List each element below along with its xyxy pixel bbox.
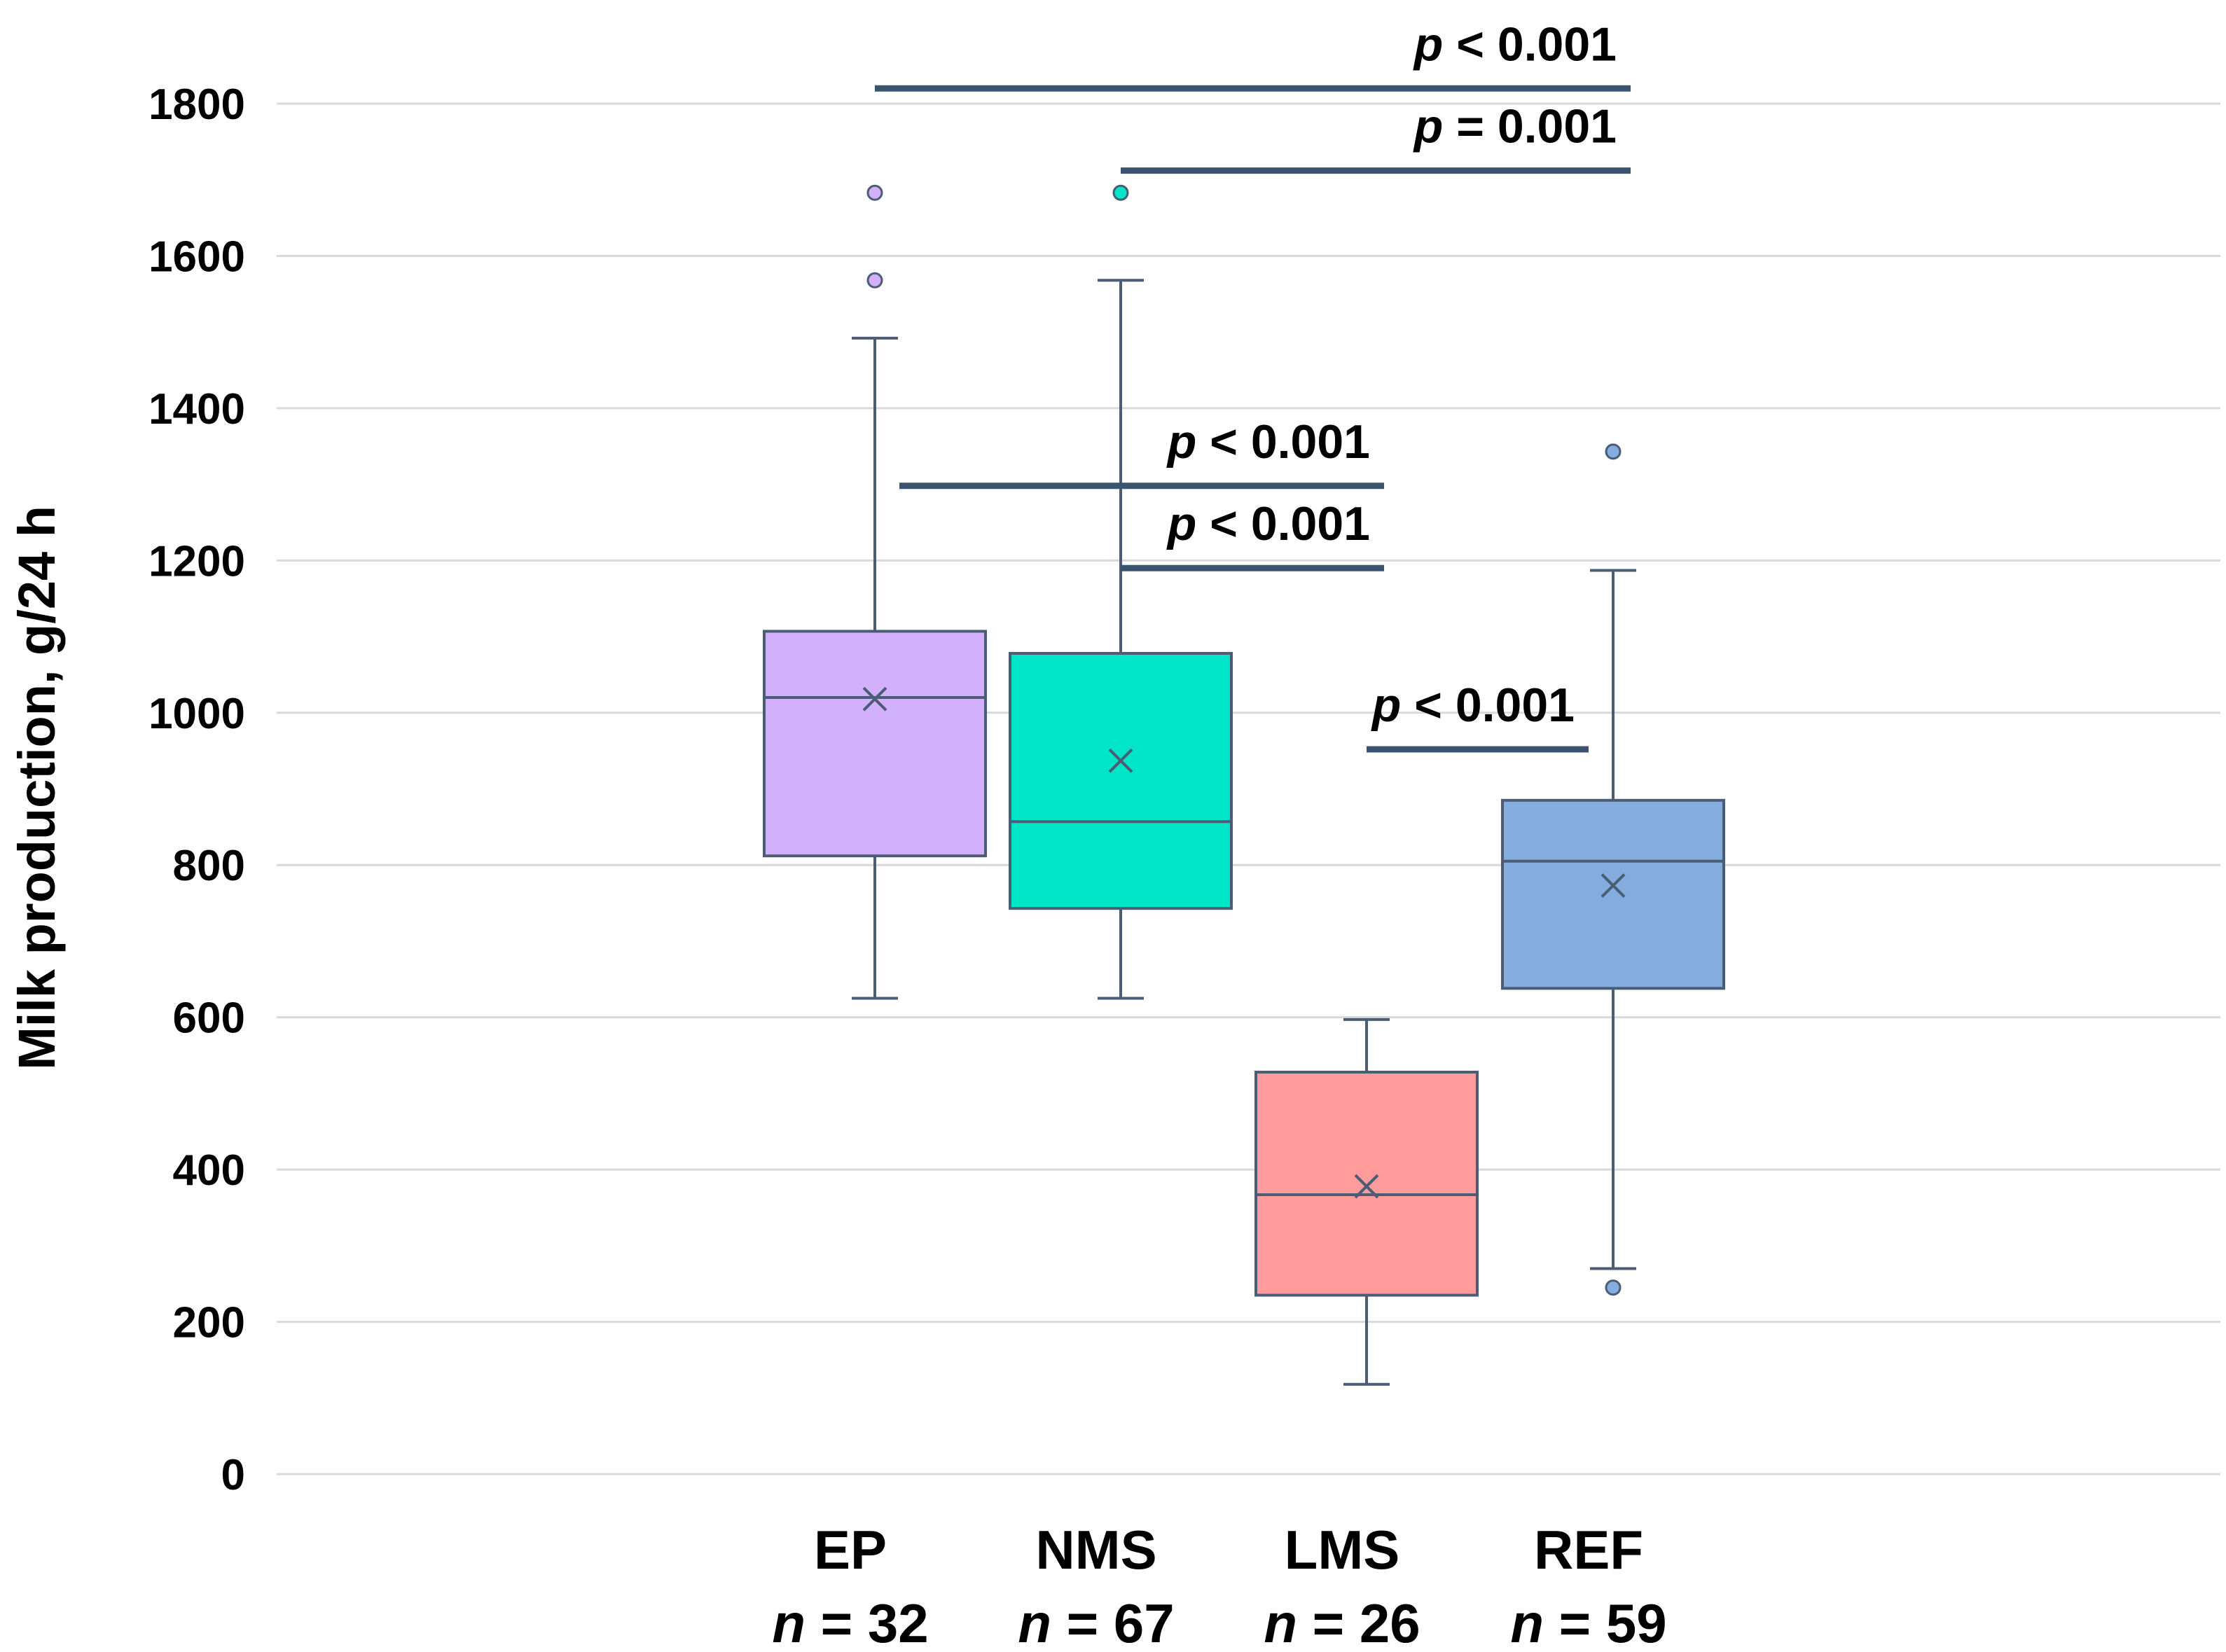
sample-size-symbol-lms: n	[1264, 1592, 1297, 1652]
y-tick-label-1200: 1200	[148, 537, 245, 585]
sample-size-label-nms: n = 67	[1018, 1592, 1174, 1652]
p-symbol-0: p	[1413, 18, 1444, 71]
category-label-ref: REF	[1534, 1519, 1643, 1581]
comparison-lms-ref: p < 0.001	[1367, 679, 1589, 753]
y-tick-label-800: 800	[173, 842, 245, 890]
outlier-ep-0	[866, 272, 883, 289]
p-value-label-4: p < 0.001	[1371, 679, 1575, 732]
sample-size-label-lms: n = 26	[1264, 1592, 1420, 1652]
y-tick-label-1000: 1000	[148, 690, 245, 738]
comparison-nms-lms: p < 0.001	[1121, 497, 1384, 571]
p-value-text-1: = 0.001	[1443, 100, 1617, 153]
box-series	[763, 184, 1725, 1386]
comparison-ep-ref: p < 0.001	[875, 18, 1631, 92]
p-value-label-3: p < 0.001	[1166, 497, 1370, 550]
sample-size-value-nms: = 67	[1051, 1592, 1175, 1652]
category-label-lms: LMS	[1285, 1519, 1400, 1581]
p-symbol-4: p	[1371, 679, 1402, 732]
y-axis-label: Milk production, g/24 h	[8, 506, 66, 1070]
outlier-ref-1	[1605, 1279, 1622, 1296]
y-tick-label-0: 0	[221, 1451, 245, 1499]
p-value-text-0: < 0.001	[1443, 18, 1617, 71]
box-lms	[1254, 1018, 1479, 1386]
category-label-ep: EP	[814, 1519, 887, 1581]
sample-size-symbol-ref: n	[1510, 1592, 1544, 1652]
mean-marker-ref	[1601, 873, 1626, 898]
p-symbol-1: p	[1413, 100, 1444, 153]
p-value-text-2: < 0.001	[1196, 415, 1370, 468]
y-tick-label-1400: 1400	[148, 385, 245, 433]
iqr-box-ep	[763, 630, 987, 858]
comparison-ep-lms: p < 0.001	[899, 415, 1384, 490]
sample-size-symbol-nms: n	[1018, 1592, 1051, 1652]
iqr-box-nms	[1009, 651, 1233, 910]
outlier-ref-0	[1605, 443, 1622, 460]
y-tick-label-1600: 1600	[148, 232, 245, 281]
y-tick-label-600: 600	[173, 994, 245, 1043]
gridlines	[277, 102, 2220, 1476]
sample-size-label-ep: n = 32	[772, 1592, 928, 1652]
box-ref	[1501, 443, 1725, 1296]
sample-size-symbol-ep: n	[772, 1592, 806, 1652]
iqr-box-ref	[1501, 798, 1725, 990]
sample-size-value-ep: = 32	[806, 1592, 929, 1652]
category-label-nms: NMS	[1035, 1519, 1156, 1581]
y-tick-label-400: 400	[173, 1146, 245, 1195]
sample-size-label-ref: n = 59	[1510, 1592, 1666, 1652]
outlier-nms-0	[1112, 184, 1129, 201]
p-symbol-2: p	[1166, 415, 1197, 468]
p-value-label-0: p < 0.001	[1413, 18, 1617, 71]
mean-marker-lms	[1354, 1174, 1379, 1199]
y-tick-label-200: 200	[173, 1299, 245, 1347]
sample-size-value-ref: = 59	[1544, 1592, 1667, 1652]
iqr-box-lms	[1254, 1070, 1479, 1297]
p-value-label-2: p < 0.001	[1166, 415, 1370, 468]
p-symbol-3: p	[1166, 497, 1197, 550]
comparison-nms-ref: p = 0.001	[1121, 100, 1631, 174]
p-value-label-1: p = 0.001	[1413, 100, 1617, 153]
p-value-text-3: < 0.001	[1196, 497, 1370, 550]
box-nms	[1009, 184, 1233, 1000]
box-ep	[763, 184, 987, 1000]
y-axis-ticks: 0 200 400 600 800 1000 1200 1400 1600 1800	[148, 81, 245, 1499]
mean-marker-nms	[1108, 748, 1133, 773]
mean-marker-ep	[862, 686, 887, 712]
p-value-text-4: < 0.001	[1401, 679, 1575, 732]
outlier-ep-1	[866, 184, 883, 201]
sample-size-value-lms: = 26	[1297, 1592, 1420, 1652]
y-tick-label-1800: 1800	[148, 81, 245, 129]
